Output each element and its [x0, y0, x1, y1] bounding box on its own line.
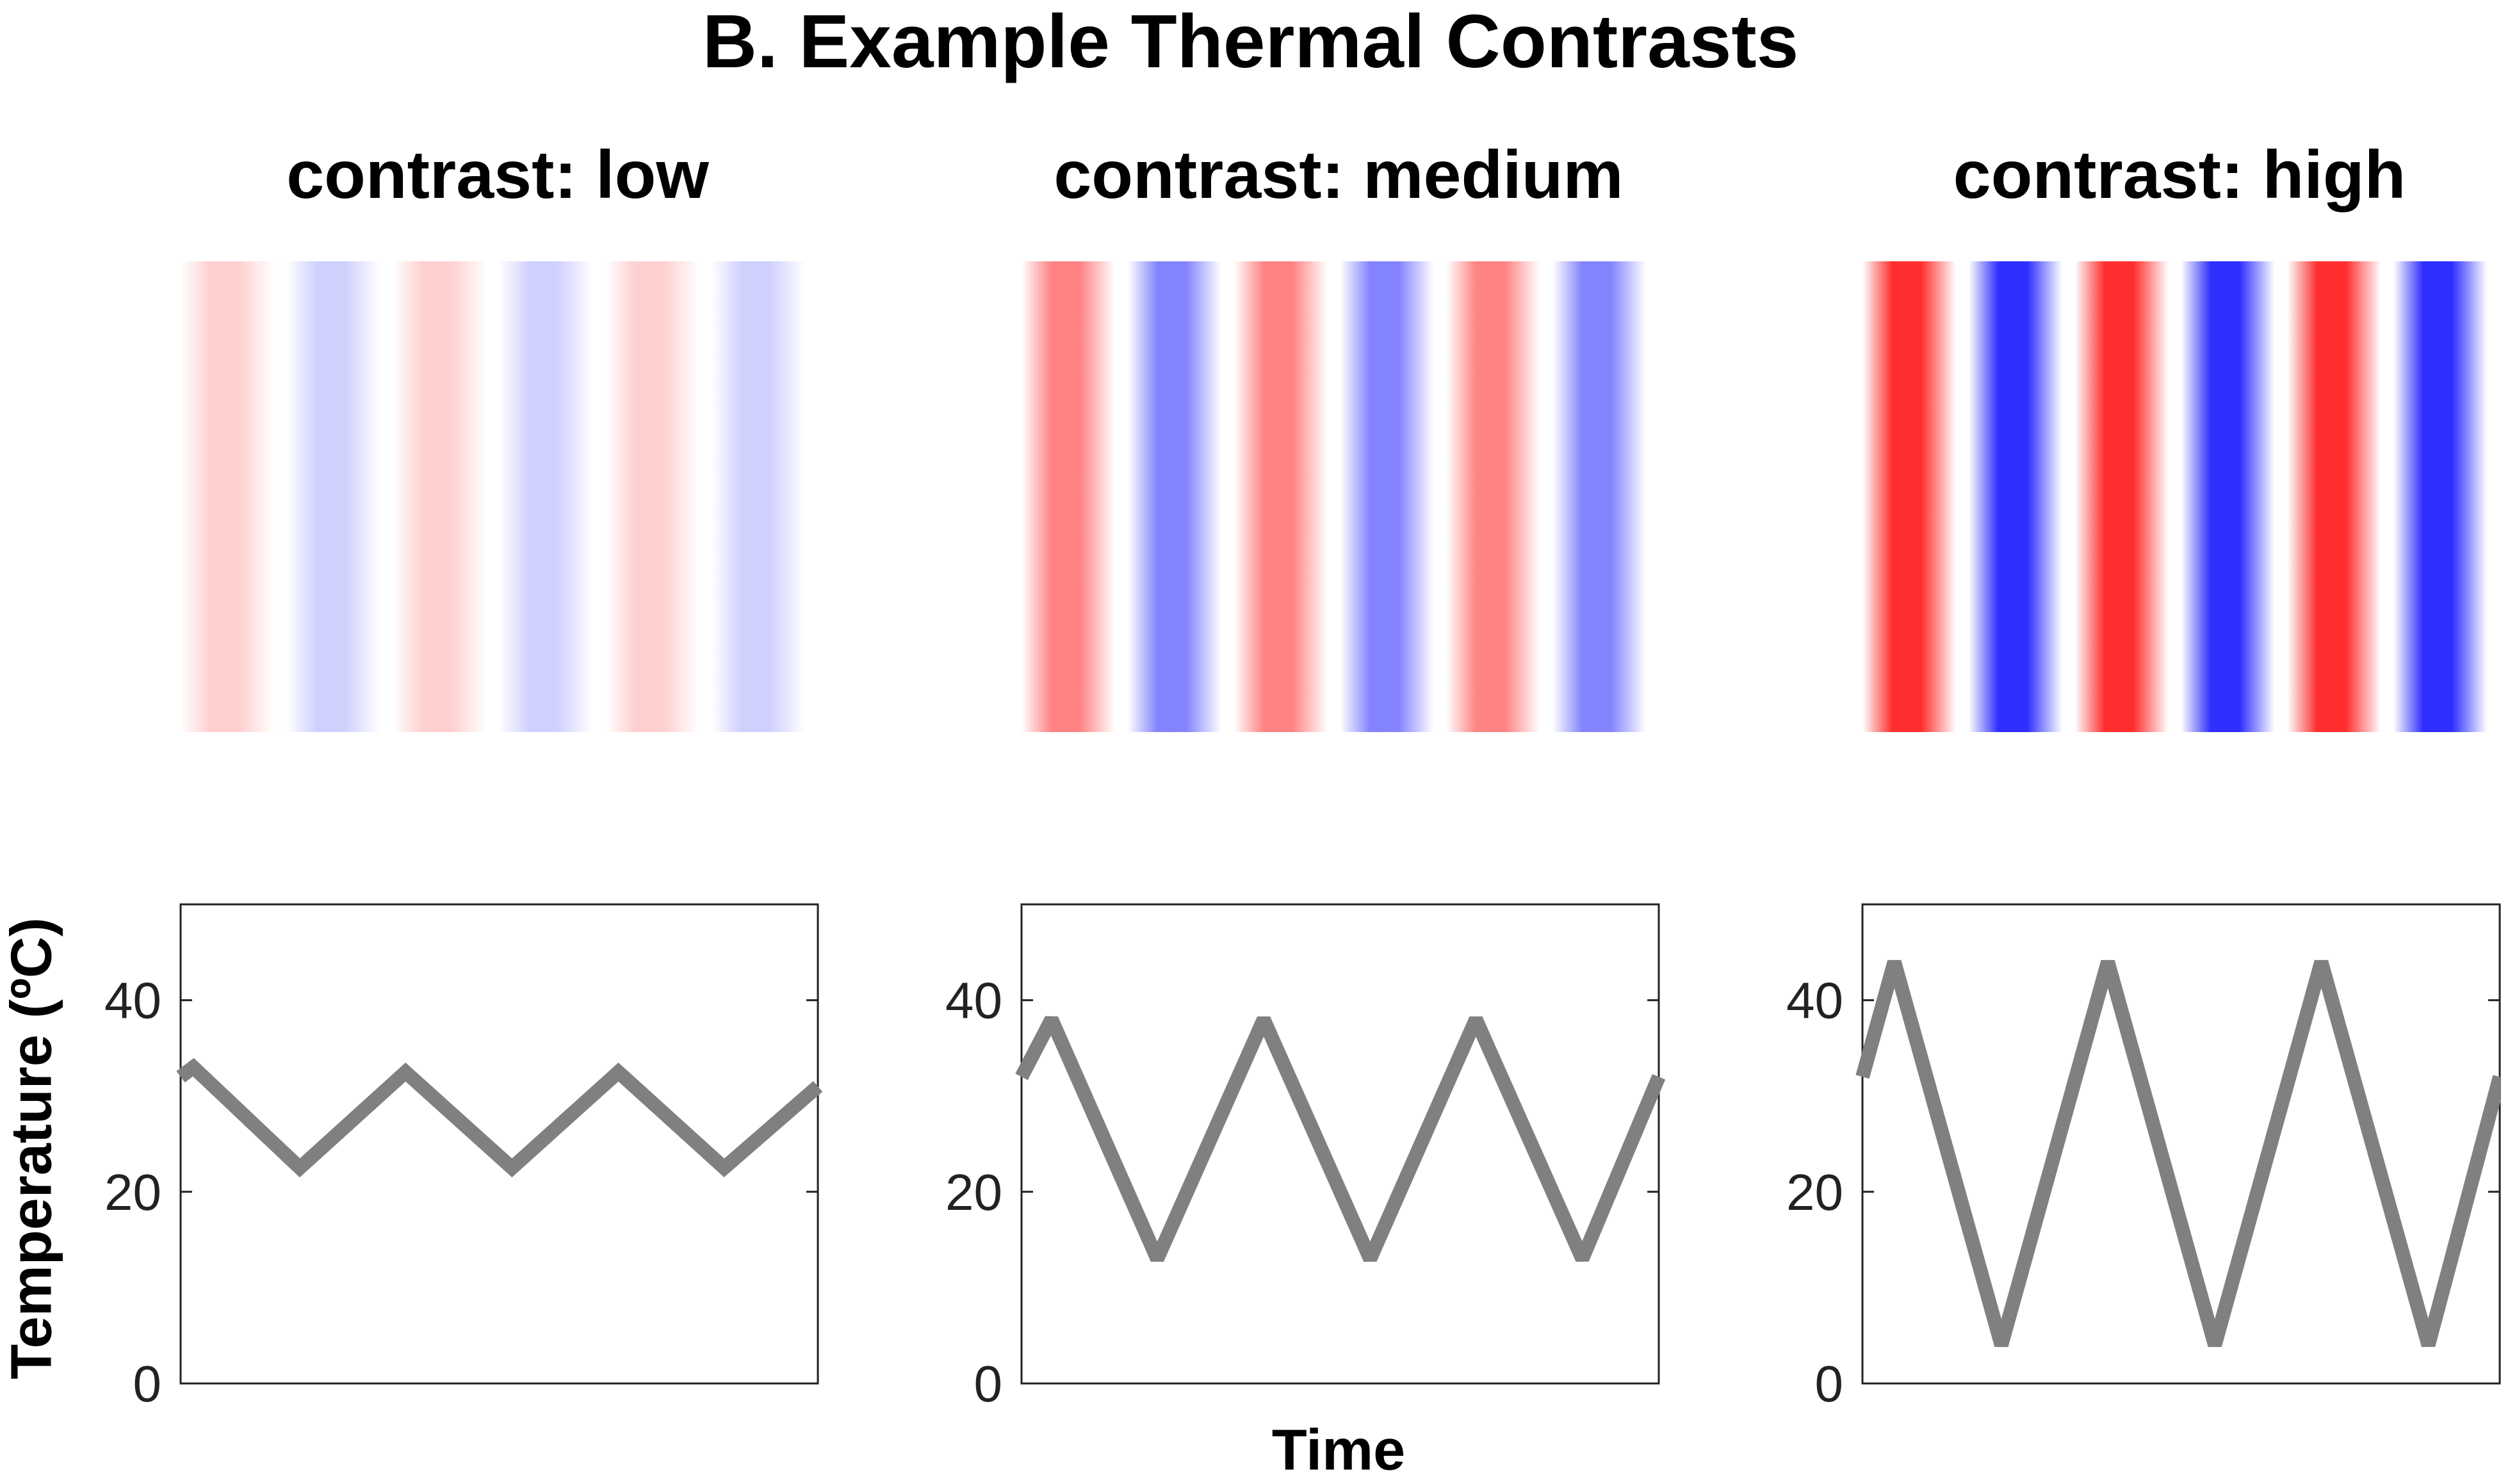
- y-tick-label: 40: [1786, 972, 1843, 1029]
- stripe-pattern-medium: [1022, 261, 1659, 732]
- y-tick-label: 0: [974, 1355, 1003, 1412]
- y-tick-label: 20: [104, 1164, 161, 1221]
- y-tick-label: 0: [1815, 1355, 1844, 1412]
- temperature-line: [1015, 1016, 1666, 1262]
- x-axis-label: Time: [1271, 1418, 1406, 1483]
- plot-frame: [1020, 903, 1660, 1385]
- plot-frame: [179, 903, 819, 1385]
- temperature-line: [1855, 959, 2501, 1348]
- figure-title: B. Example Thermal Contrasts: [702, 0, 1799, 84]
- y-tick-label: 40: [945, 972, 1002, 1029]
- y-tick-label: 20: [945, 1164, 1002, 1221]
- panel-title-medium: contrast: medium: [1054, 137, 1624, 213]
- y-tick-label: 40: [104, 972, 161, 1029]
- panel-title-low: contrast: low: [286, 137, 709, 213]
- stripe-pattern-high: [1862, 261, 2500, 732]
- temperature-line: [176, 1057, 823, 1178]
- plot-frame: [1861, 903, 2501, 1385]
- y-tick-label: 20: [1786, 1164, 1843, 1221]
- y-tick-label: 0: [133, 1355, 162, 1412]
- y-axis-label: Temperature (ºC): [0, 917, 64, 1380]
- stripe-pattern-low: [181, 261, 818, 732]
- panel-title-high: contrast: high: [1953, 137, 2406, 213]
